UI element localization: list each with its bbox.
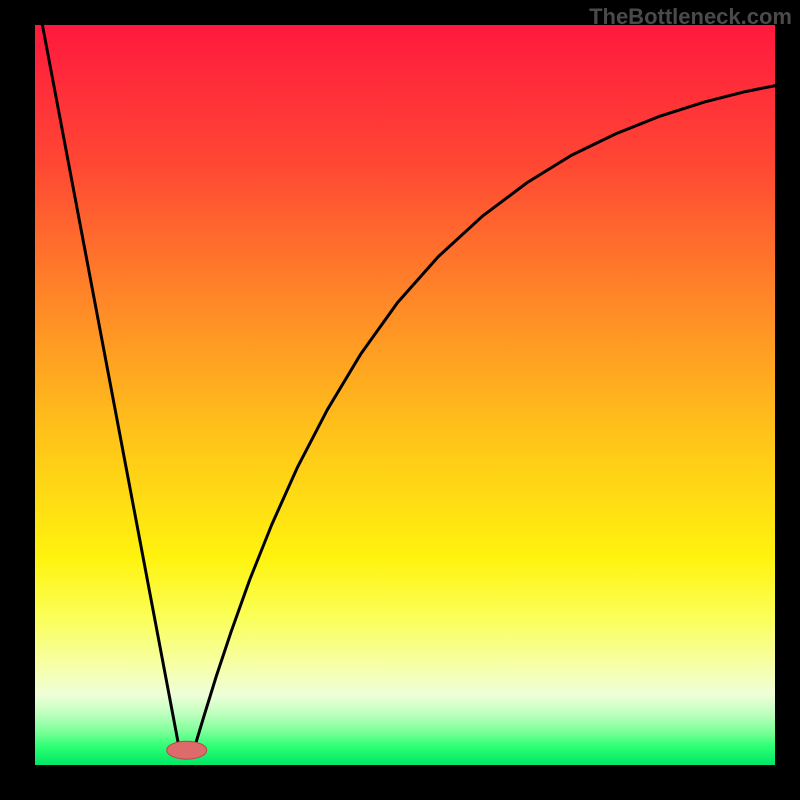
watermark-text: TheBottleneck.com — [589, 4, 792, 30]
chart-svg — [35, 25, 775, 765]
bottleneck-marker — [167, 741, 207, 759]
chart-container: TheBottleneck.com — [0, 0, 800, 800]
plot-area — [35, 25, 775, 765]
gradient-background — [35, 25, 775, 765]
